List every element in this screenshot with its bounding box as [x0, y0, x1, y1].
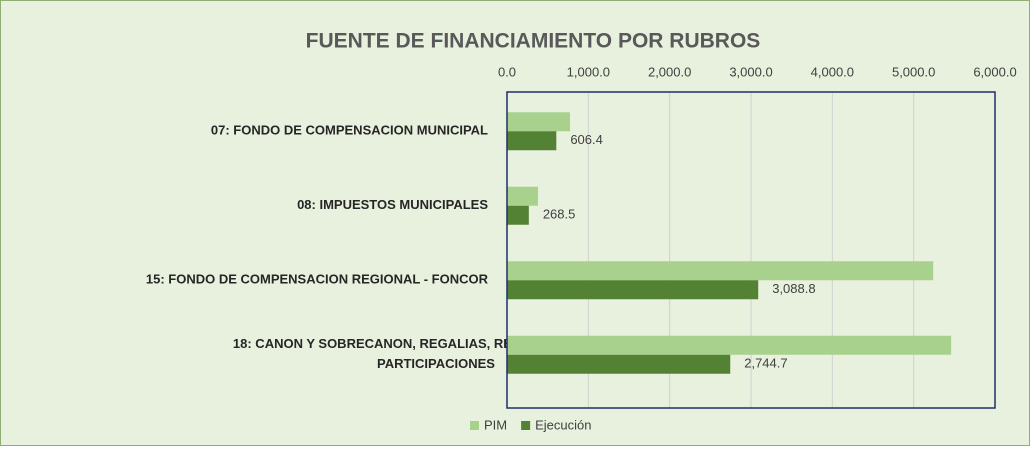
category-label: 07: FONDO DE COMPENSACION MUNICIPAL — [211, 123, 488, 138]
data-label: 606.4 — [570, 132, 603, 147]
category-label: 15: FONDO DE COMPENSACION REGIONAL - FON… — [146, 272, 489, 287]
legend-swatch — [521, 421, 531, 430]
x-tick-label: 0.0 — [498, 64, 516, 79]
x-tick-label: 1,000.0 — [567, 64, 610, 79]
bar — [507, 335, 952, 355]
x-tick-label: 3,000.0 — [729, 64, 772, 79]
x-tick-label: 6,000.0 — [973, 64, 1016, 79]
data-label: 2,744.7 — [744, 356, 787, 371]
bar — [507, 280, 759, 300]
legend-swatch — [470, 421, 479, 430]
bar — [507, 354, 731, 374]
legend-label: PIM — [484, 417, 507, 432]
legend-label: Ejecución — [535, 417, 591, 432]
x-tick-label: 5,000.0 — [892, 64, 935, 79]
x-tick-label: 2,000.0 — [648, 64, 691, 79]
bar — [507, 205, 529, 225]
plot-border — [506, 91, 996, 409]
x-tick-label: 4,000.0 — [811, 64, 854, 79]
bar — [507, 131, 557, 151]
data-label: 3,088.8 — [772, 281, 815, 296]
bar — [507, 261, 934, 281]
bar — [507, 186, 538, 206]
data-label: 268.5 — [543, 207, 576, 222]
bar — [507, 112, 571, 132]
category-label: 08: IMPUESTOS MUNICIPALES — [297, 197, 488, 212]
chart-title: FUENTE DE FINANCIAMIENTO POR RUBROS — [306, 30, 761, 53]
